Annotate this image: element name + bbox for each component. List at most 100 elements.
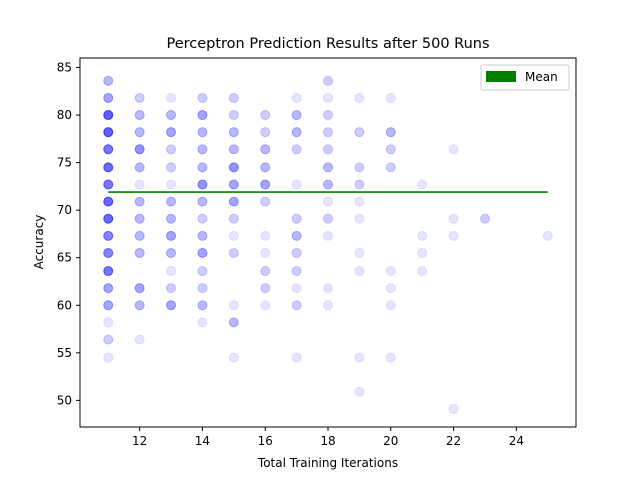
scatter-point bbox=[291, 230, 302, 241]
scatter-point bbox=[103, 75, 114, 86]
scatter-point bbox=[103, 179, 114, 190]
y-tick-label: 65 bbox=[57, 251, 72, 265]
scatter-point bbox=[103, 92, 114, 103]
scatter-point bbox=[134, 127, 145, 138]
scatter-point bbox=[197, 110, 208, 121]
y-tick-label: 60 bbox=[57, 298, 72, 312]
scatter-point bbox=[166, 179, 177, 190]
scatter-point bbox=[323, 92, 333, 103]
scatter-point bbox=[228, 179, 239, 190]
scatter-point bbox=[166, 127, 177, 138]
scatter-point bbox=[166, 230, 177, 241]
scatter-point bbox=[448, 213, 459, 224]
scatter-point bbox=[228, 196, 239, 207]
legend-mean-swatch bbox=[486, 71, 516, 82]
scatter-point bbox=[197, 127, 208, 138]
scatter-point bbox=[197, 196, 208, 207]
scatter-point bbox=[166, 300, 177, 311]
scatter-point bbox=[323, 179, 333, 190]
scatter-point bbox=[134, 127, 145, 138]
scatter-point bbox=[354, 196, 365, 207]
scatter-point bbox=[103, 334, 114, 345]
scatter-point bbox=[197, 230, 208, 241]
scatter-point bbox=[103, 213, 114, 224]
scatter-point bbox=[134, 283, 145, 294]
scatter-point bbox=[103, 247, 114, 258]
scatter-point bbox=[134, 92, 145, 103]
scatter-point bbox=[291, 127, 302, 138]
scatter-point bbox=[228, 127, 239, 138]
scatter-point bbox=[354, 352, 365, 363]
scatter-point bbox=[103, 144, 114, 155]
scatter-point bbox=[228, 317, 239, 328]
scatter-point bbox=[166, 230, 177, 241]
scatter-point bbox=[228, 127, 239, 138]
scatter-point bbox=[291, 352, 302, 363]
scatter-point bbox=[197, 127, 208, 138]
scatter-point bbox=[260, 162, 271, 173]
scatter-point bbox=[134, 144, 145, 155]
scatter-point bbox=[228, 247, 239, 258]
scatter-point bbox=[291, 110, 302, 121]
scatter-point bbox=[291, 247, 302, 258]
scatter-point bbox=[417, 247, 428, 258]
scatter-point bbox=[103, 162, 114, 173]
scatter-point bbox=[103, 247, 114, 258]
scatter-point bbox=[103, 144, 114, 155]
scatter-point bbox=[134, 144, 145, 155]
scatter-point bbox=[260, 127, 271, 138]
scatter-point bbox=[385, 352, 396, 363]
scatter-point bbox=[323, 213, 333, 224]
scatter-point bbox=[103, 127, 114, 138]
scatter-point bbox=[166, 196, 177, 207]
scatter-point bbox=[166, 266, 177, 277]
scatter-point bbox=[166, 300, 177, 311]
scatter-point bbox=[103, 213, 114, 224]
scatter-point bbox=[197, 213, 208, 224]
scatter-point bbox=[323, 144, 333, 155]
scatter-point bbox=[385, 127, 396, 138]
scatter-point bbox=[260, 179, 271, 190]
scatter-point bbox=[260, 110, 271, 121]
scatter-point bbox=[103, 283, 114, 294]
scatter-point bbox=[103, 247, 114, 258]
scatter-point bbox=[166, 213, 177, 224]
scatter-point bbox=[134, 144, 145, 155]
scatter-point bbox=[103, 300, 114, 311]
scatter-point bbox=[291, 110, 302, 121]
x-tick-label: 20 bbox=[383, 434, 398, 448]
scatter-point bbox=[228, 162, 239, 173]
scatter-point bbox=[417, 230, 428, 241]
scatter-point bbox=[260, 300, 271, 311]
scatter-point bbox=[323, 75, 333, 86]
scatter-point bbox=[103, 110, 114, 121]
scatter-point bbox=[291, 300, 302, 311]
scatter-point bbox=[103, 266, 114, 277]
scatter-point bbox=[291, 266, 302, 277]
scatter-point bbox=[166, 144, 177, 155]
scatter-point bbox=[291, 283, 302, 294]
scatter-point bbox=[354, 127, 365, 138]
scatter-point bbox=[323, 110, 333, 121]
scatter-point bbox=[134, 213, 145, 224]
scatter-point bbox=[479, 213, 490, 224]
scatter-point bbox=[291, 230, 302, 241]
scatter-point bbox=[354, 92, 365, 103]
scatter-point bbox=[134, 179, 145, 190]
scatter-point bbox=[197, 213, 208, 224]
scatter-point bbox=[197, 110, 208, 121]
scatter-point bbox=[166, 162, 177, 173]
scatter-point bbox=[134, 196, 145, 207]
scatter-point bbox=[197, 247, 208, 258]
scatter-point bbox=[103, 127, 114, 138]
scatter-point bbox=[197, 283, 208, 294]
scatter-point bbox=[103, 213, 114, 224]
scatter-point bbox=[260, 283, 271, 294]
scatter-point bbox=[197, 127, 208, 138]
scatter-point bbox=[134, 144, 145, 155]
scatter-point bbox=[291, 127, 302, 138]
scatter-point bbox=[354, 386, 365, 397]
scatter-point bbox=[103, 247, 114, 258]
scatter-point bbox=[228, 213, 239, 224]
scatter-point bbox=[166, 283, 177, 294]
